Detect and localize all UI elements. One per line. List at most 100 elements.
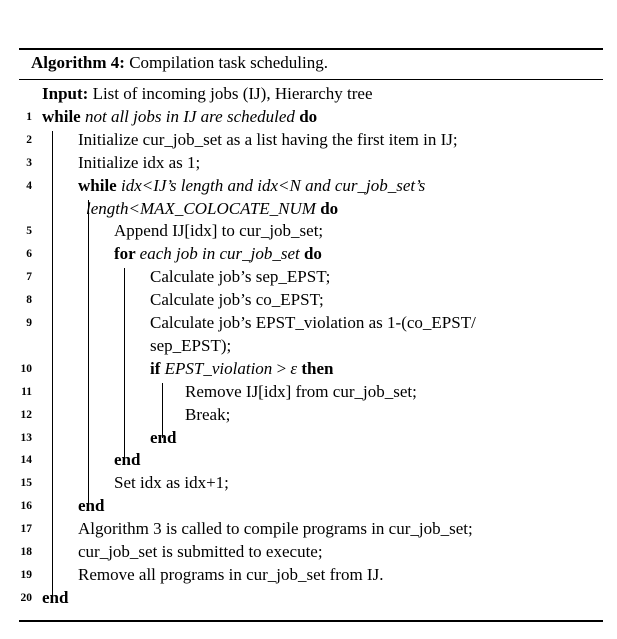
algorithm-line-3: 3 Initialize idx as 1; [0, 152, 617, 175]
algorithm-line-12: 12 Break; [0, 404, 617, 427]
line-text: end [114, 449, 140, 472]
line-text: Remove all programs in cur_job_set from … [78, 564, 383, 587]
line-number: 14 [20, 454, 33, 467]
statement-text: Set idx as idx+1; [114, 473, 229, 493]
algorithm-line-2: 2 Initialize cur_job_set as a list having… [0, 129, 617, 152]
keyword: do [294, 106, 318, 126]
line-number: 1 [26, 110, 32, 123]
keyword: Input: [42, 84, 89, 103]
statement-text: Initialize idx as 1; [78, 152, 201, 172]
condition-text: idx<IJ’s length and idx<N and cur_job_se… [120, 175, 426, 195]
line-number: 12 [20, 408, 33, 421]
condition-text: not all jobs in IJ are scheduled [84, 106, 295, 126]
line-number: 20 [20, 591, 33, 604]
line-number: 17 [20, 523, 33, 536]
line-text: end [78, 495, 104, 518]
algorithm-caption: Algorithm 4: Compilation task scheduling… [31, 51, 328, 75]
line-text: Append IJ[idx] to cur_job_set; [114, 220, 323, 243]
algorithm-line-18: 18 cur_job_set is submitted to execute; [0, 541, 617, 564]
statement-text: Append IJ[idx] to cur_job_set; [114, 221, 324, 241]
algorithm-line-4: 4 while idx<IJ’s length and idx<N and cur… [0, 175, 617, 198]
line-text: Calculate job’s co_EPST; [150, 289, 324, 312]
line-number: 2 [26, 133, 32, 146]
keyword: do [299, 244, 322, 264]
line-text: Set idx as idx+1; [114, 472, 229, 495]
bottom-rule [19, 620, 603, 622]
algorithm-line-9: 9 Calculate job’s EPST_violation as 1-(co… [0, 312, 617, 335]
algorithm-line-10: 10 if EPST_violation > ε then [0, 358, 617, 381]
keyword: end [42, 587, 69, 607]
line-text: if EPST_violation > ε then [150, 358, 333, 381]
statement-text: Algorithm 3 is called to compile program… [78, 519, 473, 539]
keyword: do [315, 198, 339, 218]
condition-text: length<MAX_COLOCATE_NUM [86, 198, 316, 218]
line-number: 8 [26, 294, 32, 307]
keyword: end [78, 496, 105, 516]
keyword: while [78, 175, 121, 195]
statement-text: Initialize cur_job_set as a list having … [78, 129, 458, 149]
algorithm-line: Input: List of incoming jobs (IJ), Hiera… [0, 83, 617, 106]
line-number: 7 [26, 271, 32, 284]
line-text: while idx<IJ’s length and idx<N and cur_… [78, 175, 425, 198]
caption-rule [19, 79, 603, 80]
line-number: 19 [20, 568, 33, 581]
line-number: 9 [26, 317, 32, 329]
line-number: 5 [26, 225, 32, 238]
line-text: for each job in cur_job_set do [114, 243, 322, 266]
statement-text: List of incoming jobs (IJ), Hierarchy tr… [88, 84, 373, 103]
keyword: while [42, 106, 85, 126]
line-number: 16 [20, 500, 33, 513]
statement-text: > [272, 358, 291, 378]
keyword: end [150, 427, 177, 447]
algorithm-line-6: 6 for each job in cur_job_set do [0, 243, 617, 266]
line-text: Algorithm 3 is called to compile program… [78, 518, 473, 541]
condition-text: EPST_violation [164, 358, 273, 378]
line-number: 4 [26, 179, 32, 192]
keyword: if [150, 358, 165, 378]
algorithm-line-14: 14 end [0, 449, 617, 472]
top-rule [19, 48, 603, 50]
line-text: end [42, 587, 68, 610]
line-text: Initialize cur_job_set as a list having … [78, 129, 458, 152]
condition-text: each job in cur_job_set [139, 244, 300, 264]
line-number: 13 [20, 431, 33, 444]
block-bar [162, 382, 163, 438]
statement-text: Calculate job’s EPST_violation as 1-(co_… [150, 313, 476, 332]
line-text: Remove IJ[idx] from cur_job_set; [185, 381, 417, 404]
algorithm-line: length<MAX_COLOCATE_NUM do [0, 198, 617, 221]
statement-text: Remove all programs in cur_job_set from … [78, 564, 384, 584]
statement-text: Remove IJ[idx] from cur_job_set; [185, 381, 417, 401]
line-number: 10 [20, 362, 33, 375]
block-bar [52, 130, 53, 599]
keyword: then [297, 358, 334, 378]
condition-text: ε [290, 358, 298, 378]
algorithm-title: Compilation task scheduling. [129, 53, 329, 72]
line-text: end [150, 427, 176, 450]
algorithm-line-19: 19 Remove all programs in cur_job_set fro… [0, 564, 617, 587]
line-text: Calculate job’s EPST_violation as 1-(co_… [150, 312, 476, 335]
block-bar [124, 268, 125, 461]
line-text: length<MAX_COLOCATE_NUM do [86, 198, 338, 221]
algorithm-line-5: 5 Append IJ[idx] to cur_job_set; [0, 220, 617, 243]
algorithm-line-1: 1 while not all jobs in IJ are scheduled … [0, 106, 617, 129]
line-text: cur_job_set is submitted to execute; [78, 541, 323, 564]
statement-text: sep_EPST); [150, 335, 232, 355]
line-text: Initialize idx as 1; [78, 152, 200, 175]
algorithm-label: Algorithm 4: [31, 53, 125, 72]
block-bar [88, 199, 89, 507]
line-number: 18 [20, 546, 33, 558]
algorithm-line-17: 17 Algorithm 3 is called to compile progr… [0, 518, 617, 541]
statement-text: cur_job_set is submitted to execute; [78, 542, 323, 561]
statement-text: Calculate job’s co_EPST; [150, 290, 324, 310]
statement-text: Break; [185, 404, 231, 424]
line-text: Input: List of incoming jobs (IJ), Hiera… [42, 83, 373, 106]
algorithm-line-20: 20 end [0, 587, 617, 610]
keyword: end [114, 450, 141, 470]
algorithm-line-15: 15 Set idx as idx+1; [0, 472, 617, 495]
line-number: 15 [20, 477, 33, 490]
statement-text: Calculate job’s sep_EPST; [150, 267, 331, 287]
algorithm-line-8: 8 Calculate job’s co_EPST; [0, 289, 617, 312]
keyword: for [114, 244, 140, 264]
algorithm-line-7: 7 Calculate job’s sep_EPST; [0, 266, 617, 289]
